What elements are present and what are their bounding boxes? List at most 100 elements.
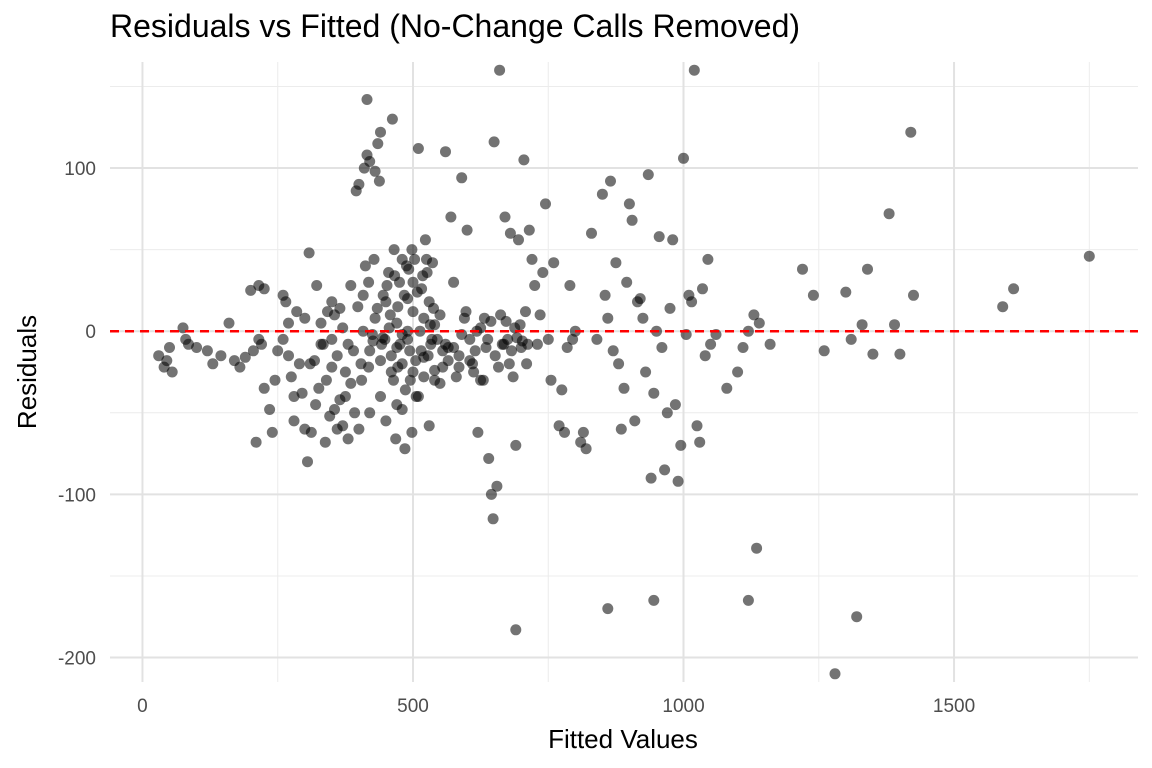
data-point [424, 319, 436, 331]
data-point [675, 439, 687, 451]
data-point [247, 345, 259, 357]
data-point [407, 276, 419, 288]
data-point [291, 306, 303, 318]
data-point [412, 391, 424, 402]
data-point [702, 253, 714, 265]
data-point [288, 415, 300, 427]
data-point [523, 224, 535, 236]
data-point [1008, 283, 1020, 295]
data-point [315, 317, 327, 329]
data-point [748, 309, 760, 321]
data-point [380, 296, 392, 308]
data-point [342, 338, 354, 350]
data-point [453, 361, 465, 373]
data-point [460, 306, 472, 318]
data-point [234, 361, 246, 373]
data-point [753, 317, 765, 329]
y-tick-label: 100 [64, 159, 96, 180]
data-point [818, 345, 830, 357]
y-tick-label: -200 [58, 649, 96, 670]
data-point [531, 338, 543, 350]
data-point [445, 211, 457, 223]
data-point [485, 315, 497, 327]
data-point [596, 188, 608, 200]
data-point [518, 154, 530, 166]
data-point [352, 301, 364, 313]
data-point [375, 355, 386, 367]
data-point [856, 319, 868, 331]
data-point [507, 371, 519, 383]
data-point [417, 270, 429, 282]
data-point [540, 198, 551, 210]
data-point [534, 309, 546, 321]
data-point [426, 333, 438, 345]
data-point [561, 342, 573, 353]
data-point [542, 333, 554, 345]
data-point [618, 382, 630, 394]
data-point [602, 603, 614, 615]
data-point [997, 301, 1009, 313]
data-point [315, 338, 327, 350]
data-point [407, 306, 419, 318]
data-point [556, 384, 568, 396]
data-point [375, 126, 386, 138]
data-point [391, 317, 403, 329]
data-point [883, 208, 895, 220]
data-point [667, 234, 679, 246]
data-point [659, 464, 671, 476]
data-point [283, 350, 294, 362]
major-gridlines [110, 62, 1138, 682]
data-point [285, 371, 297, 383]
data-point [361, 94, 373, 105]
data-point [737, 342, 749, 353]
data-point [277, 333, 289, 345]
data-point [751, 542, 763, 554]
data-point [373, 175, 385, 187]
data-point [381, 280, 393, 291]
data-point [349, 407, 361, 419]
data-point [482, 333, 494, 345]
minor-gridlines [110, 62, 1138, 682]
data-point [223, 317, 235, 329]
data-point [337, 420, 349, 432]
data-point [807, 289, 819, 301]
data-point [464, 355, 476, 367]
data-point [375, 391, 386, 402]
data-point [299, 312, 311, 324]
x-axis-title: Fitted Values [548, 724, 698, 754]
data-point [669, 399, 681, 411]
data-point [367, 335, 379, 347]
data-point [764, 338, 776, 350]
data-point [453, 350, 465, 362]
data-point [380, 415, 392, 427]
data-point [1083, 250, 1095, 262]
data-point [191, 342, 203, 353]
data-point [526, 253, 538, 265]
data-point [329, 404, 340, 415]
data-point [396, 253, 408, 265]
data-point [648, 387, 660, 399]
data-point [369, 165, 381, 177]
data-point [385, 350, 397, 362]
data-point [469, 345, 481, 357]
data-point [304, 358, 316, 370]
data-point [310, 399, 322, 411]
data-point [537, 267, 549, 278]
data-point [506, 345, 517, 357]
data-point [245, 284, 257, 296]
data-point [485, 488, 497, 500]
data-point [326, 333, 338, 345]
data-point [442, 355, 454, 367]
data-point [215, 350, 227, 362]
data-point [356, 374, 368, 386]
data-point [521, 358, 533, 370]
data-point [272, 345, 284, 357]
data-point [645, 472, 657, 484]
data-point [258, 382, 270, 394]
data-point [392, 301, 404, 313]
x-tick-label: 500 [397, 696, 429, 717]
data-point [440, 146, 451, 158]
data-point [591, 333, 603, 345]
data-point [721, 382, 733, 394]
